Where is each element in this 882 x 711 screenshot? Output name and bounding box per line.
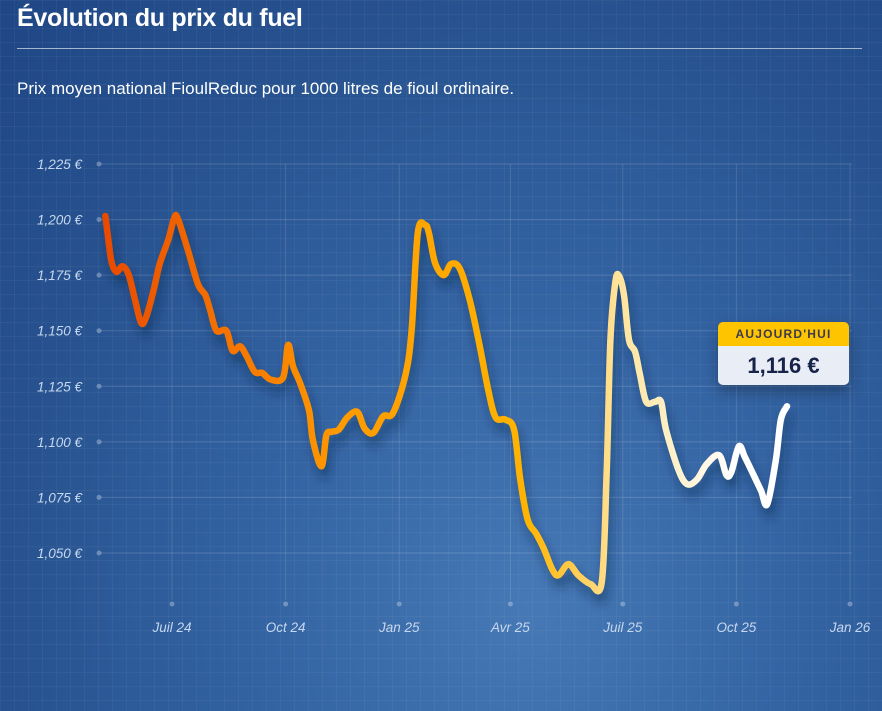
today-tooltip: AUJOURD'HUI 1,116 € xyxy=(718,322,849,385)
y-tick-dot xyxy=(96,272,102,278)
x-tick-label: Oct 24 xyxy=(266,620,306,635)
y-tick-dot xyxy=(96,494,102,500)
y-tick-label: 1,125 € xyxy=(37,379,84,394)
x-tick-dot xyxy=(396,601,402,607)
x-tick-dot xyxy=(507,601,513,607)
x-tick-label: Jan 25 xyxy=(378,620,420,635)
price-line-shadow xyxy=(104,220,794,604)
title-divider xyxy=(17,48,862,49)
y-tick-dot xyxy=(96,161,102,167)
tooltip-value: 1,116 € xyxy=(718,346,849,385)
y-tick-dot xyxy=(96,217,102,223)
chart-subtitle: Prix moyen national FioulReduc pour 1000… xyxy=(17,79,515,98)
x-tick-dot xyxy=(847,601,853,607)
y-tick-label: 1,200 € xyxy=(37,213,84,228)
x-tick-dot xyxy=(283,601,289,607)
page-title: Évolution du prix du fuel xyxy=(17,4,303,32)
y-tick-dot xyxy=(96,439,102,445)
x-tick-label: Juil 24 xyxy=(151,620,191,635)
x-tick-dot xyxy=(169,601,175,607)
x-tick-label: Juil 25 xyxy=(602,620,643,635)
x-tick-label: Jan 26 xyxy=(829,620,871,635)
tooltip-label: AUJOURD'HUI xyxy=(718,322,849,346)
y-tick-label: 1,050 € xyxy=(37,546,84,561)
y-tick-label: 1,225 € xyxy=(37,157,84,172)
x-tick-dot xyxy=(733,601,739,607)
y-tick-dot xyxy=(96,328,102,334)
x-tick-dot xyxy=(620,601,626,607)
price-line xyxy=(102,211,791,595)
y-tick-label: 1,100 € xyxy=(37,435,84,450)
y-tick-dot xyxy=(96,383,102,389)
y-tick-label: 1,175 € xyxy=(37,268,84,283)
y-tick-label: 1,075 € xyxy=(37,490,84,505)
y-tick-dot xyxy=(96,550,102,556)
y-tick-label: 1,150 € xyxy=(37,324,84,339)
x-tick-label: Oct 25 xyxy=(716,620,756,635)
x-tick-label: Avr 25 xyxy=(490,620,530,635)
